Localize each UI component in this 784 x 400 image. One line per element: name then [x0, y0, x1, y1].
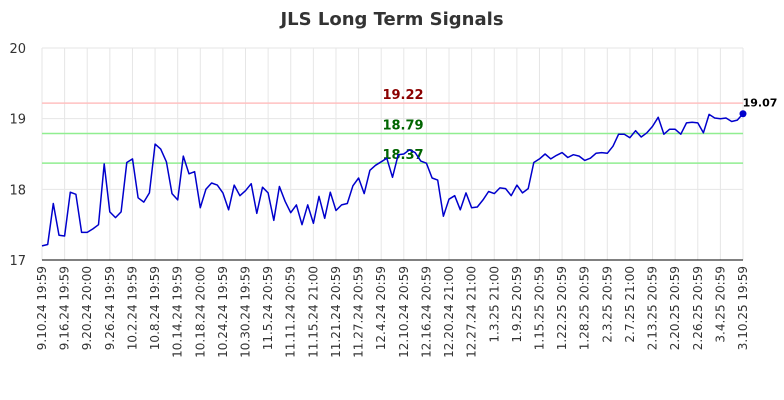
x-tick-label: 10.18.24 20:00: [193, 266, 207, 358]
signal-line-label: 18.79: [382, 119, 423, 134]
price-series-line: [41, 113, 744, 247]
x-tick-label: 9.10.24 19:59: [35, 266, 49, 350]
x-tick-label: 9.26.24 19:59: [103, 266, 117, 350]
grid: [41, 47, 744, 261]
x-tick-label: 1.22.25 20:59: [555, 266, 569, 350]
chart-title: JLS Long Term Signals: [278, 9, 503, 30]
x-tick-label: 2.7.25 21:00: [623, 266, 637, 343]
x-tick-label: 10.2.24 19:59: [125, 266, 139, 350]
x-tick-label: 3.4.25 20:59: [713, 266, 727, 343]
x-tick-label: 2.26.25 20:59: [691, 266, 705, 350]
x-tick-label: 2.20.25 20:59: [668, 266, 682, 350]
x-tick-label: 10.30.24 19:59: [239, 266, 253, 358]
y-tick-label: 20: [9, 42, 26, 57]
x-tick-label: 10.24.24 19:59: [216, 266, 230, 358]
x-tick-label: 2.13.25 20:59: [646, 266, 660, 350]
y-tick-label: 18: [9, 183, 26, 198]
y-tick-label: 17: [9, 254, 26, 269]
x-tick-label: 1.28.25 20:59: [578, 266, 592, 350]
last-value-label: 19.07: [743, 97, 778, 110]
y-tick-label: 19: [9, 113, 26, 128]
x-tick-label: 12.16.24 20:59: [419, 266, 433, 358]
x-tick-label: 1.3.25 21:00: [487, 266, 501, 343]
x-tick-label: 11.21.24 20:59: [329, 266, 343, 358]
x-tick-label: 9.16.24 19:59: [58, 266, 72, 350]
x-tick-label: 12.27.24 21:00: [465, 266, 479, 358]
series-group: 19.07: [41, 97, 778, 247]
x-tick-label: 10.14.24 19:59: [171, 266, 185, 358]
x-tick-label: 10.8.24 19:59: [148, 266, 162, 350]
x-axis: 9.10.24 19:59 9.16.24 19:59 9.20.24 20:00 9…: [35, 266, 750, 358]
y-axis: 17 18 19 20: [9, 42, 26, 269]
x-tick-label: 12.20.24 21:00: [442, 266, 456, 358]
x-tick-label: 3.10.25 19:59: [736, 266, 750, 350]
last-point-marker: [739, 110, 747, 118]
x-tick-label: 12.4.24 20:59: [374, 266, 388, 350]
x-tick-label: 11.11.24 20:59: [284, 266, 298, 358]
signal-line-label: 19.22: [382, 88, 423, 103]
x-tick-label: 9.20.24 20:00: [80, 266, 94, 350]
x-tick-label: 2.3.25 20:59: [600, 266, 614, 343]
x-tick-label: 11.15.24 21:00: [306, 266, 320, 358]
x-tick-label: 1.9.25 20:59: [510, 266, 524, 343]
x-tick-label: 1.15.25 20:59: [532, 266, 546, 350]
x-tick-label: 11.5.24 20:59: [261, 266, 275, 350]
x-tick-label: 12.10.24 20:59: [397, 266, 411, 358]
x-tick-label: 11.27.24 20:59: [352, 266, 366, 358]
